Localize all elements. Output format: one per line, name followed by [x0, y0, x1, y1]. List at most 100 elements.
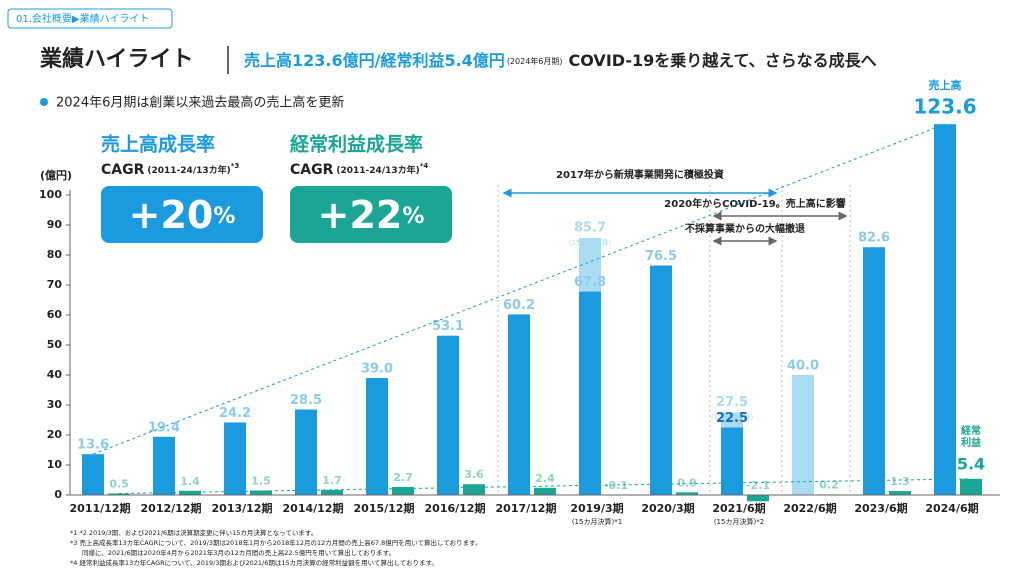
series-name-part: 経常	[961, 424, 981, 437]
series-name-profit: 経常利益	[961, 424, 981, 449]
bar-15m-name: (15カ月決算)	[569, 238, 612, 247]
bar-profit-label: 0.9	[677, 476, 697, 489]
x-tick-label: 2011/12期	[70, 501, 131, 515]
bar-sales-label: 24.2	[219, 406, 251, 421]
x-tick-label: 2022/6期	[783, 501, 836, 515]
bar-profit-label: 1.5	[251, 475, 271, 488]
cagr-heading: 売上高成長率	[101, 133, 215, 156]
cagr-caption: CAGR (2011-24/13カ年)*4	[290, 162, 428, 178]
bar-sales-label: 19.4	[148, 420, 180, 435]
bar-profit	[534, 487, 556, 495]
breadcrumb-box	[7, 8, 173, 29]
bar-profit-label: 1.7	[322, 474, 342, 487]
bar-profit-label: 1.3	[890, 475, 910, 488]
bar-sales-label: 67.8	[574, 275, 606, 290]
cagr-box	[101, 186, 263, 243]
bar-profit	[321, 489, 343, 495]
bar-sales	[224, 422, 246, 495]
cagr-heading: 経常利益成長率	[290, 133, 423, 156]
x-tick-label: 2014/12期	[283, 501, 344, 515]
bar-sales-label: 40.0	[787, 359, 819, 374]
cagr-number: +22	[318, 193, 403, 237]
bar-sales-label: 13.6	[77, 438, 109, 453]
bar-profit-label: 2.4	[535, 472, 555, 485]
bar-sales	[82, 454, 104, 495]
bar-sales	[792, 375, 814, 495]
x-tick-label: 2012/12期	[141, 501, 202, 515]
series-name-part: 利益	[961, 436, 981, 449]
x-tick-note: (15カ月決算)*2	[714, 517, 764, 526]
bar-profit-label: 3.6	[464, 468, 484, 481]
bar-sales	[508, 314, 530, 495]
x-tick-label: 2013/12期	[212, 501, 273, 515]
cagr-unit: %	[213, 204, 235, 229]
trend-profit	[118, 478, 972, 494]
bar-15m-name: (15カ月決算)	[711, 413, 754, 422]
bar-sales-label: 82.6	[858, 231, 890, 246]
bar-profit	[250, 490, 272, 495]
annotation: 2020年からCOVID-19。売上高に影響	[664, 197, 845, 210]
bar-profit	[392, 486, 414, 495]
y-tick-label: 90	[47, 218, 63, 231]
cagr-range: (2011-24/13カ年)	[147, 164, 230, 176]
cagr-range: (2011-24/13カ年)	[336, 164, 419, 176]
bar-sales	[366, 378, 388, 495]
bar-sales	[650, 265, 672, 495]
annotation: 不採算事業からの大幅撤退	[685, 222, 805, 235]
y-tick-label: 70	[47, 278, 63, 291]
y-tick-label: 40	[47, 368, 63, 381]
x-tick-label: 2021/6期	[712, 501, 765, 515]
trend-sales	[92, 123, 946, 455]
cagr-note: *4	[420, 162, 429, 170]
bar-15m-label: 27.5	[716, 395, 748, 410]
bar-profit-label: -2.1	[746, 479, 770, 492]
bar-sales-label: 22.5	[716, 411, 748, 426]
y-tick-label: 0	[54, 488, 62, 501]
x-tick-note: (15カ月決算)*1	[572, 517, 622, 526]
bar-sales-label: 123.6	[913, 95, 976, 119]
y-tick-label: 100	[39, 188, 62, 201]
cagr-box	[290, 186, 452, 243]
cagr-value: +22%	[318, 193, 425, 237]
y-axis-label: (億円)	[40, 168, 72, 182]
bar-sales-label: 76.5	[645, 249, 677, 264]
subtitle: 売上高123.6億円/経常利益5.4億円 (2024年6月期) COVID-19を乗…	[244, 51, 877, 70]
bar-profit-label: 5.4	[957, 454, 985, 473]
x-tick-label: 2015/12期	[354, 501, 415, 515]
bar-profit	[179, 490, 201, 495]
bar-sales	[863, 247, 885, 495]
x-tick-label: 2020/3期	[641, 501, 694, 515]
bar-15m-label: 85.7	[574, 220, 606, 235]
cagr-unit: %	[402, 204, 424, 229]
x-tick-label: 2024/6期	[925, 501, 978, 515]
x-tick-label: 2016/12期	[425, 501, 486, 515]
footnote: *3 売上高成長率13カ年CAGRについて、2019/3期は2018年1月から2…	[70, 538, 482, 547]
bar-sales-label: 60.2	[503, 298, 535, 313]
bar-profit-label: 1.4	[180, 475, 200, 488]
page-title: 業績ハイライト	[40, 46, 194, 72]
subtitle-period: (2024年6月期)	[507, 56, 563, 66]
cagr-label: CAGR	[101, 162, 145, 178]
bar-sales-label: 28.5	[290, 393, 322, 408]
series-name-sales: 売上高	[929, 78, 962, 92]
bar-sales-label: 53.1	[432, 319, 464, 334]
cagr-value: +20%	[129, 193, 236, 237]
bar-sales	[153, 436, 175, 495]
y-tick-label: 30	[47, 398, 63, 411]
bar-profit-label: -0.1	[604, 479, 628, 492]
y-tick-label: 20	[47, 428, 63, 441]
cagr-caption: CAGR (2011-24/13カ年)*3	[101, 162, 239, 178]
x-tick-label: 2023/6期	[854, 501, 907, 515]
cagr-number: +20	[129, 193, 214, 237]
bar-sales	[295, 409, 317, 495]
footnote: *1 *2 2019/3期、および2021/6期は決算期変更に伴い15カ月決算と…	[70, 528, 317, 537]
y-tick-label: 60	[47, 308, 63, 321]
bar-profit	[108, 493, 130, 495]
bar-sales	[579, 291, 601, 495]
x-tick-label: 2019/3期	[570, 501, 623, 515]
subtitle-message: COVID-19を乗り越えて、さらなる成長へ	[569, 51, 877, 70]
y-tick-label: 80	[47, 248, 63, 261]
cagr-note: *3	[231, 162, 240, 170]
footnote: *4 経常利益成長率13カ年CAGRについて、2019/3期および2021/6期…	[70, 558, 438, 567]
